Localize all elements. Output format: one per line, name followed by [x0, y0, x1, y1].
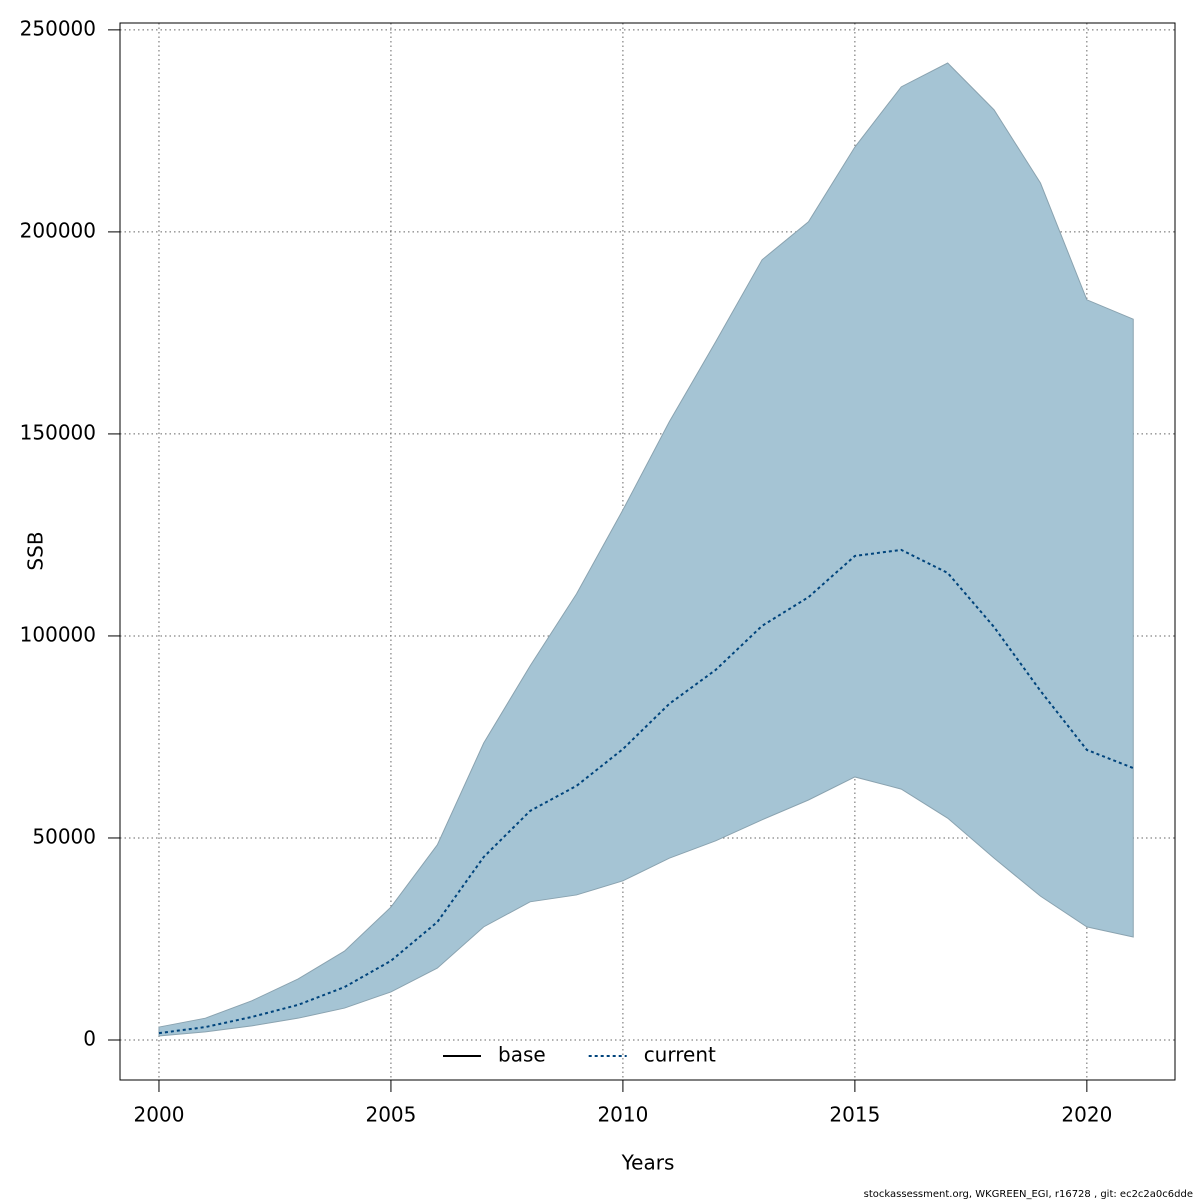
x-axis-label: Years	[621, 1151, 675, 1175]
x-tick-label: 2010	[597, 1103, 648, 1127]
plot-frame	[119, 22, 1176, 1081]
y-tick-label: 100000	[20, 622, 96, 646]
footnote: stockassessment.org, WKGREEN_EGI, r16728…	[864, 1189, 1193, 1200]
x-tick-label: 2005	[365, 1103, 416, 1127]
y-axis-label: SSB	[24, 531, 48, 570]
x-tick-label: 2015	[829, 1103, 880, 1127]
x-tick-label: 2020	[1061, 1103, 1112, 1127]
x-tick-label: 2000	[134, 1103, 185, 1127]
legend-label: current	[644, 1043, 716, 1067]
series-line	[158, 548, 1134, 1035]
legend-label: base	[498, 1043, 546, 1067]
y-tick-label: 0	[83, 1026, 96, 1050]
confidence-band	[158, 62, 1134, 1037]
y-tick-label: 200000	[20, 218, 96, 242]
y-tick-label: 150000	[20, 420, 96, 444]
y-tick-label: 50000	[32, 824, 96, 848]
y-tick-label: 250000	[20, 16, 96, 40]
